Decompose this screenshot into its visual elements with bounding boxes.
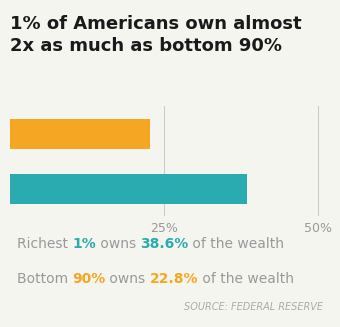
Text: 22.8%: 22.8%	[150, 272, 198, 286]
Text: Bottom: Bottom	[17, 272, 72, 286]
Text: 1% of Americans own almost
2x as much as bottom 90%: 1% of Americans own almost 2x as much as…	[10, 15, 302, 55]
Bar	[10, 119, 150, 149]
Bar	[10, 174, 248, 204]
Text: of the wealth: of the wealth	[198, 272, 294, 286]
Text: owns: owns	[96, 237, 140, 251]
Text: SOURCE: FEDERAL RESERVE: SOURCE: FEDERAL RESERVE	[184, 302, 323, 312]
Text: owns: owns	[105, 272, 150, 286]
Text: 1%: 1%	[72, 237, 96, 251]
Text: of the wealth: of the wealth	[188, 237, 285, 251]
Text: 38.6%: 38.6%	[140, 237, 188, 251]
Text: Richest: Richest	[17, 237, 72, 251]
Text: 90%: 90%	[72, 272, 105, 286]
